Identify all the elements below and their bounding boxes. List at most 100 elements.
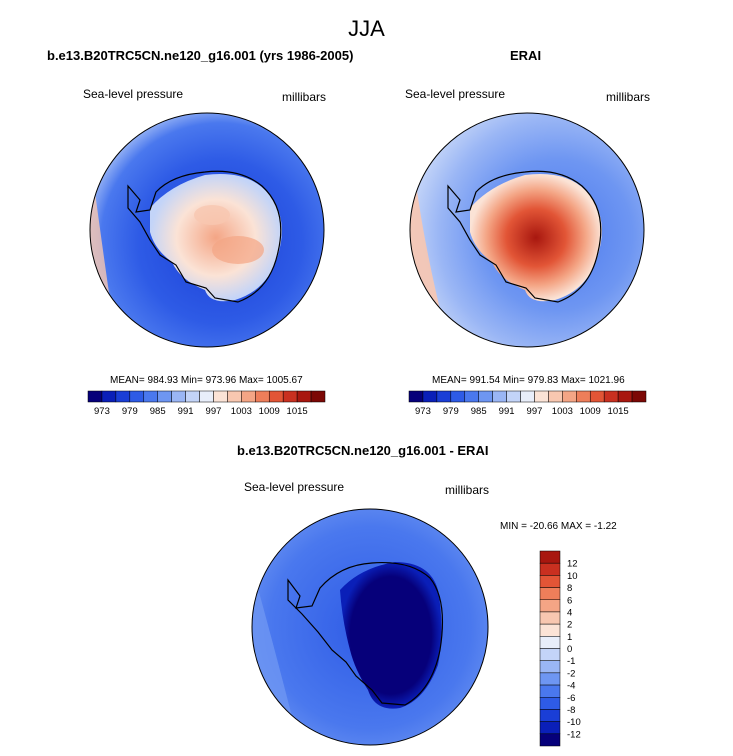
colorbar-1-swatch [282,390,298,403]
main-title: JJA [348,16,385,41]
colorbar-1: 973 979 985 991 997 1003 1009 1015 [87,390,326,417]
map1-border [89,112,325,348]
colorbar-3-tick-label: 6 [567,595,572,606]
map3-border [251,508,489,746]
colorbar-1-swatch [101,390,117,403]
map1-coastline [127,170,282,303]
map3-antarctic-low [340,562,442,709]
colorbar-1-swatch [310,390,326,403]
colorbar-2-swatch [631,390,647,403]
colorbar-3-tick-label: 4 [567,607,572,618]
colorbar-1-swatch [185,390,200,403]
colorbar-1-tick-label: 1009 [259,406,280,417]
colorbar-3-tick-label: -10 [567,717,581,728]
map1-high-core-2 [194,205,230,225]
colorbar-1-swatch [143,390,158,403]
panel3-variable-label: Sea-level pressure [244,480,345,494]
colorbar-3-swatch [539,697,561,710]
colorbar-2-swatch [520,390,535,403]
map2-antarctic-high [470,174,602,302]
colorbar-3-swatch [539,611,561,625]
colorbar-1-tick-label: 985 [150,406,166,417]
panel2-variable-label: Sea-level pressure [405,87,506,101]
colorbar-2-swatch [506,390,521,403]
colorbar-3-swatch [539,660,561,674]
colorbar-2-swatch [422,390,438,403]
colorbar-1-swatch [227,390,242,403]
colorbar-3-swatch [539,587,561,600]
colorbar-1-swatch [87,390,103,403]
panel3-title: b.e13.B20TRC5CN.ne120_g16.001 - ERAI [237,443,489,458]
colorbar-3-tick-label: 8 [567,583,572,594]
colorbar-3-swatch [539,684,561,698]
colorbar-3-tick-label: 2 [567,620,572,631]
colorbar-3-swatch [539,636,561,649]
colorbar-2-swatch [436,390,452,403]
colorbar-2-swatch [548,390,563,403]
colorbar-3-tick-label: 10 [567,571,578,582]
colorbar-2-swatch [450,390,466,403]
panel1-variable-label: Sea-level pressure [83,87,184,101]
colorbar-3-tick-label: 1 [567,632,572,643]
map2-coastline [447,170,602,303]
map1-polar-plot [90,113,324,347]
colorbar-3-swatch [539,599,561,613]
colorbar-3-swatch [539,709,561,722]
colorbar-2-swatch [617,390,633,403]
colorbar-2-tick-label: 1003 [552,406,573,417]
colorbar-3-tick-label: 0 [567,644,572,655]
colorbar-2-swatch [534,390,549,403]
colorbar-1-swatch [129,390,145,403]
colorbar-1-tick-label: 997 [206,406,222,417]
colorbar-1-swatch [199,390,214,403]
colorbar-1-tick-label: 991 [178,406,194,417]
colorbar-1-tick-label: 979 [122,406,138,417]
panel1-units-label: millibars [282,90,327,104]
colorbar-1-tick-label: 1003 [231,406,252,417]
colorbar-3-tick-label: -2 [567,668,575,679]
colorbar-1-tick-label: 1015 [287,406,308,417]
colorbar-3-swatch [539,562,561,576]
colorbar-1-swatch [296,390,312,403]
colorbar-2-tick-label: 997 [527,406,543,417]
colorbar-3-tick-label: -8 [567,705,575,716]
colorbar-1-tick-label: 973 [94,406,110,417]
colorbar-2-tick-label: 991 [499,406,515,417]
colorbar-2-swatch [562,390,577,403]
panel2-title: ERAI [510,48,542,63]
colorbar-2-tick-label: 1015 [608,406,629,417]
colorbar-2-swatch [576,390,591,403]
colorbar-2-swatch [492,390,507,403]
colorbar-3-swatch [539,648,561,661]
colorbar-2: 973 979 985 991 997 1003 1009 1015 [408,390,647,417]
panel1-stats: MEAN= 984.93 Min= 973.96 Max= 1005.67 [110,375,303,386]
panel2-units-label: millibars [606,90,651,104]
colorbar-3-swatch [539,721,561,735]
map3-coastline [287,561,444,706]
colorbar-3-swatch [539,623,561,637]
map2-border [409,112,645,348]
colorbar-2-swatch [464,390,479,403]
colorbar-1-swatch [241,390,256,403]
panel1-title: b.e13.B20TRC5CN.ne120_g16.001 (yrs 1986-… [47,48,354,63]
colorbar-1-swatch [171,390,186,403]
colorbar-3-tick-label: -1 [567,656,575,667]
colorbar-1-swatch [268,390,284,403]
colorbar-3-tick-label: -12 [567,729,581,740]
panel3-stats: MIN = -20.66 MAX = -1.22 [500,521,617,532]
colorbar-3-swatch [539,733,561,747]
colorbar-2-tick-label: 979 [443,406,459,417]
colorbar-2-swatch [589,390,605,403]
colorbar-2-swatch [408,390,424,403]
colorbar-1-swatch [157,390,172,403]
colorbar-3-swatch [539,672,561,686]
colorbar-2-tick-label: 973 [415,406,431,417]
colorbar-3-swatch [539,575,561,588]
colorbar-3-tick-label: -6 [567,693,575,704]
map1-high-core-1 [212,236,264,264]
colorbar-3-tick-label: 12 [567,559,578,570]
colorbar-1-swatch [213,390,228,403]
map1-antarctic-high [150,174,282,302]
